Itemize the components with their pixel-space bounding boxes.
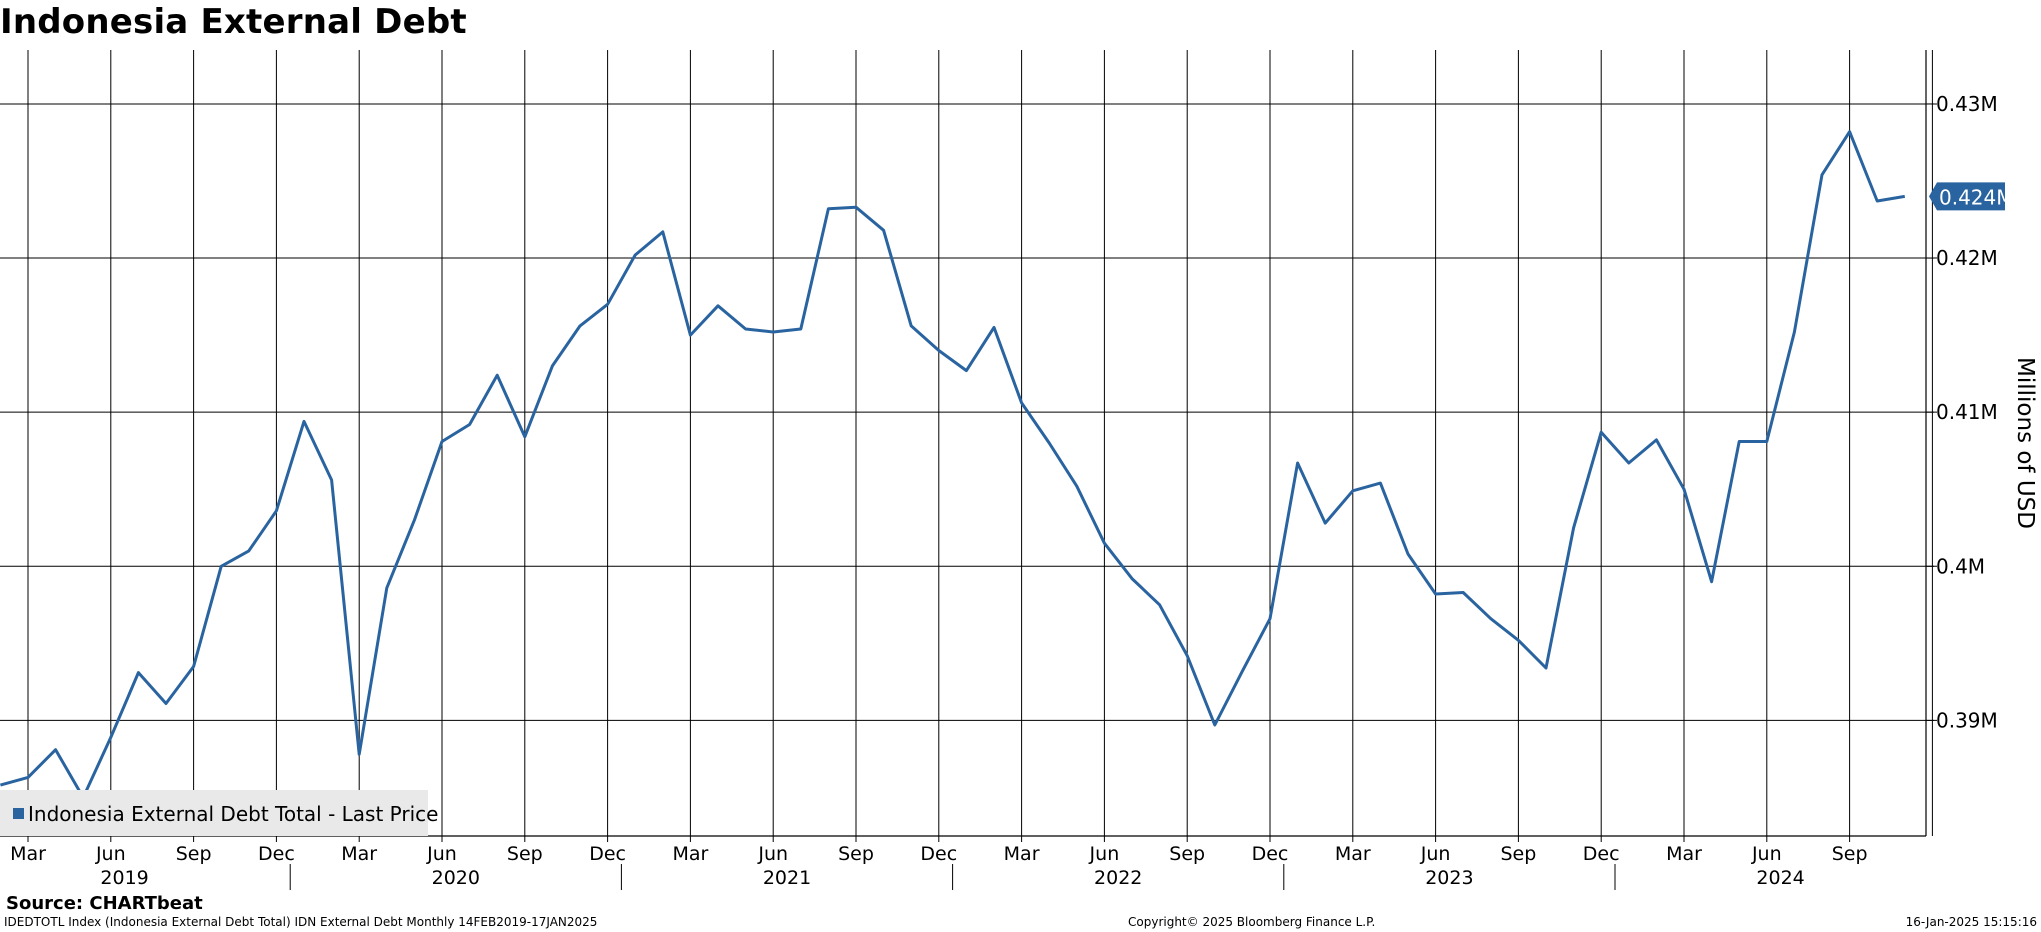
x-tick-label: Sep: [1169, 843, 1205, 865]
x-tick-label: Jun: [1751, 843, 1782, 865]
x-tick-label: Mar: [341, 843, 377, 865]
x-year-label: 2020: [432, 867, 480, 889]
x-tick-label: Sep: [1832, 843, 1868, 865]
x-tick-label: Mar: [1335, 843, 1371, 865]
x-year-label: 2023: [1425, 867, 1473, 889]
x-tick-label: Dec: [258, 843, 295, 865]
x-tick-label: Dec: [1252, 843, 1289, 865]
last-value-tag: [1929, 182, 2005, 211]
legend-swatch: [13, 808, 24, 819]
x-tick-label: Jun: [426, 843, 457, 865]
footer-timestamp: 16-Jan-2025 15:15:16: [1905, 915, 2037, 929]
last-value-label: 0.424M: [1939, 185, 2014, 209]
x-tick-label: Dec: [589, 843, 626, 865]
y-tick-label: 0.39M: [1936, 708, 1998, 732]
chart-title: Indonesia External Debt: [0, 2, 467, 42]
x-tick-label: Jun: [95, 843, 126, 865]
x-tick-label: Jun: [1089, 843, 1120, 865]
x-tick-label: Dec: [1583, 843, 1620, 865]
footer-copyright: Copyright© 2025 Bloomberg Finance L.P.: [1128, 915, 1376, 929]
x-tick-label: Sep: [507, 843, 543, 865]
y-tick-label: 0.43M: [1936, 92, 1998, 116]
x-year-label: 2024: [1756, 867, 1804, 889]
footer-ticker-info: IDEDTOTL Index (Indonesia External Debt …: [4, 915, 598, 929]
x-year-label: 2019: [100, 867, 148, 889]
x-tick-label: Sep: [1500, 843, 1536, 865]
legend-box: [0, 790, 428, 836]
series-line: [0, 130, 1906, 799]
x-tick-label: Mar: [1666, 843, 1702, 865]
x-year-label: 2021: [763, 867, 811, 889]
y-tick-label: 0.41M: [1936, 400, 1998, 424]
x-tick-label: Mar: [672, 843, 708, 865]
x-tick-label: Sep: [838, 843, 874, 865]
x-tick-label: Dec: [920, 843, 957, 865]
x-tick-label: Mar: [1004, 843, 1040, 865]
y-tick-label: 0.4M: [1936, 554, 1985, 578]
y-tick-label: 0.42M: [1936, 246, 1998, 270]
x-tick-label: Mar: [10, 843, 46, 865]
x-tick-label: Jun: [1420, 843, 1451, 865]
x-tick-label: Sep: [176, 843, 212, 865]
x-tick-label: Jun: [757, 843, 788, 865]
source-label: Source: CHARTbeat: [6, 893, 203, 914]
legend-label: Indonesia External Debt Total - Last Pri…: [28, 802, 438, 826]
x-year-label: 2022: [1094, 867, 1142, 889]
y-axis-title: Millions of USD: [2012, 357, 2038, 529]
